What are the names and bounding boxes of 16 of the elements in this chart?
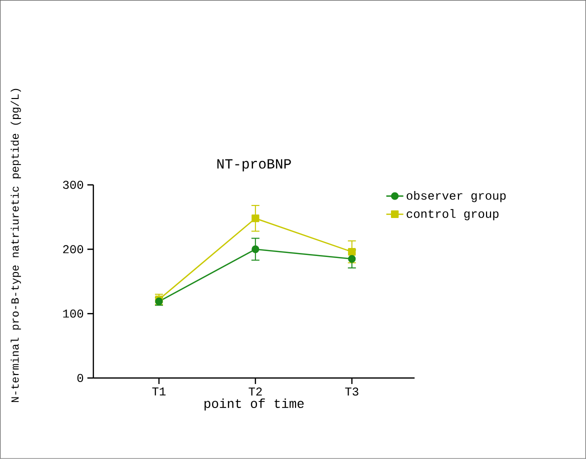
legend-label: observer group [406, 191, 506, 202]
legend-label: control group [406, 209, 498, 220]
y-tick-label: 0 [77, 374, 84, 382]
point [252, 245, 260, 254]
point [348, 248, 356, 256]
point [252, 214, 260, 222]
y-tick-label: 200 [63, 245, 84, 254]
chart-title: NT-proBNP [217, 159, 291, 172]
point [348, 255, 356, 263]
y-tick-label: 300 [63, 180, 84, 189]
y-axis-title: N-terminal pro-B-type natriuretic peptide (pg/L) [10, 88, 21, 402]
y-tick-label: 100 [63, 310, 84, 318]
x-tick-label: T2 [248, 388, 262, 396]
x-axis-title: point of time [204, 398, 304, 411]
x-tick-label: T3 [345, 388, 358, 396]
x-tick-label: T1 [152, 388, 166, 396]
